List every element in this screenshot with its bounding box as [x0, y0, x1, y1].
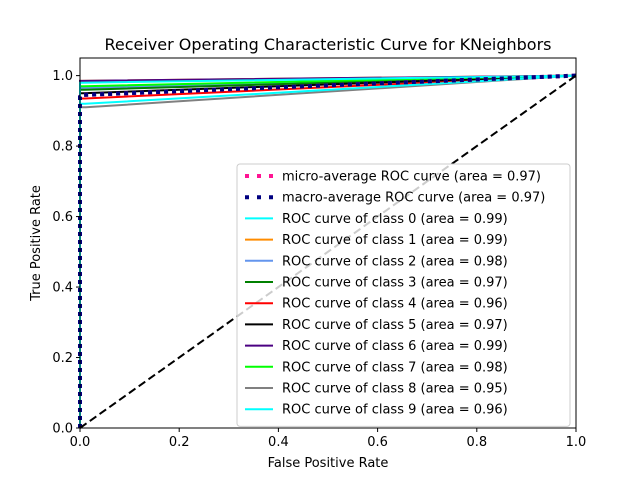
y-axis: 0.0 0.2 0.4 0.6 0.8 1.0 — [52, 69, 80, 437]
y-tick-label: 0.8 — [52, 140, 73, 155]
legend-label-6: ROC curve of class 4 (area = 0.96) — [282, 297, 508, 312]
legend-label-1: macro-average ROC curve (area = 0.97) — [282, 191, 545, 206]
y-tick-label: 0.4 — [52, 281, 73, 296]
x-tick-label: 0.6 — [367, 435, 388, 450]
legend-label-11: ROC curve of class 9 (area = 0.96) — [282, 403, 508, 418]
legend-label-7: ROC curve of class 5 (area = 0.97) — [282, 318, 508, 333]
legend-label-9: ROC curve of class 7 (area = 0.98) — [282, 360, 508, 375]
x-tick-label: 0.8 — [466, 435, 487, 450]
y-axis-label: True Positive Rate — [29, 185, 44, 302]
x-axis: 0.0 0.2 0.4 0.6 0.8 1.0 — [70, 428, 587, 450]
y-tick-label: 1.0 — [52, 69, 73, 84]
plot-frame — [79, 57, 577, 429]
y-tick-label: 0.6 — [52, 210, 73, 225]
legend: micro-average ROC curve (area = 0.97) mac… — [236, 163, 571, 427]
x-tick-label: 0.4 — [268, 435, 289, 450]
y-tick-label: 0.2 — [52, 351, 73, 366]
legend-label-0: micro-average ROC curve (area = 0.97) — [282, 170, 541, 185]
legend-label-8: ROC curve of class 6 (area = 0.99) — [282, 339, 508, 354]
chart-title: Receiver Operating Characteristic Curve … — [104, 35, 551, 54]
x-tick-label: 0.2 — [169, 435, 190, 450]
legend-label-5: ROC curve of class 3 (area = 0.97) — [282, 276, 508, 291]
y-tick-label: 0.0 — [52, 422, 73, 437]
legend-label-2: ROC curve of class 0 (area = 0.99) — [282, 212, 508, 227]
legend-label-3: ROC curve of class 1 (area = 0.99) — [282, 233, 508, 248]
legend-label-10: ROC curve of class 8 (area = 0.95) — [282, 382, 508, 397]
x-tick-label: 0.0 — [70, 435, 91, 450]
legend-box — [236, 163, 571, 427]
x-tick-label: 1.0 — [566, 435, 587, 450]
x-axis-label: False Positive Rate — [268, 456, 389, 471]
legend-label-4: ROC curve of class 2 (area = 0.98) — [282, 254, 508, 269]
